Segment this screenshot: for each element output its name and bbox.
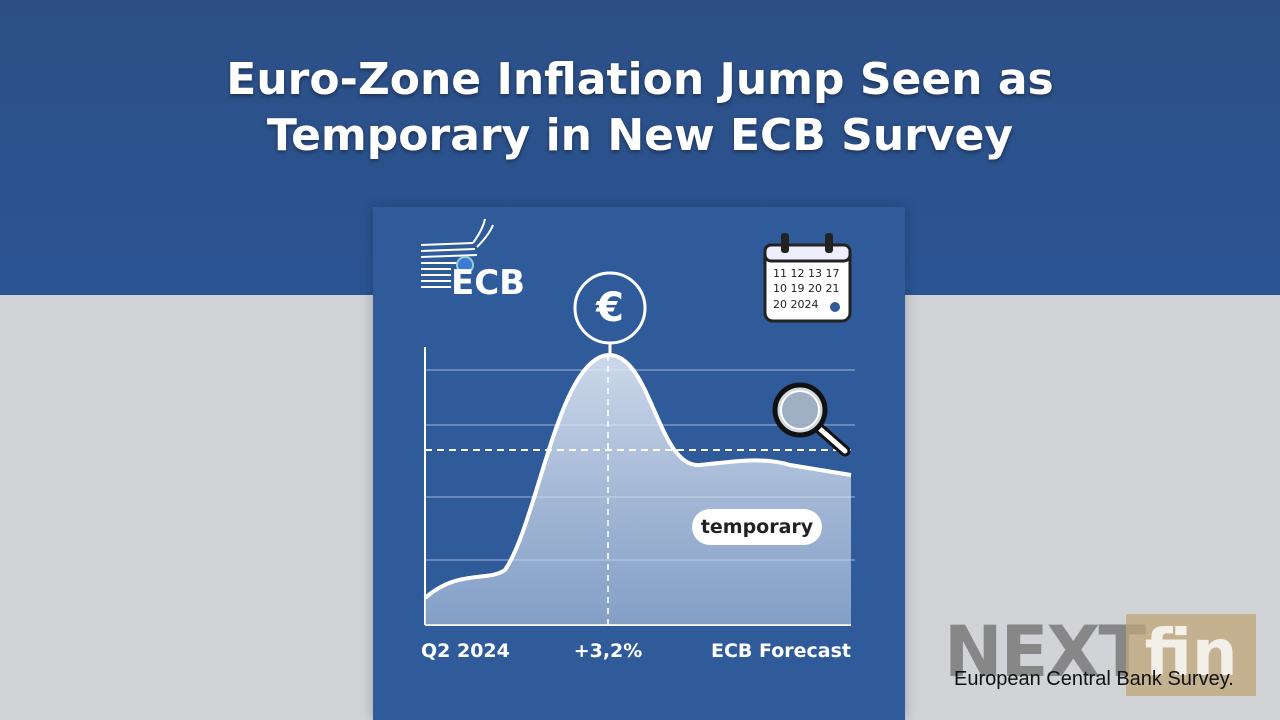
euro-symbol: €	[595, 285, 624, 331]
headline-line: Euro-Zone Inflation Jump Seen as	[226, 54, 1054, 105]
area	[425, 354, 851, 625]
caption: European Central Bank Survey.	[954, 668, 1234, 690]
watermark-left: NEXT	[944, 611, 1146, 693]
euro-badge	[573, 271, 647, 345]
logo-text: ECB	[451, 263, 525, 303]
magnifier-icon	[772, 382, 851, 457]
label: ECB Forecast	[711, 640, 851, 662]
calendar-icon	[763, 233, 852, 323]
curve	[423, 352, 852, 600]
calendar-row: 20 2024	[773, 298, 819, 311]
calendar-row: 10 19 20 21	[773, 282, 839, 295]
pill	[692, 509, 822, 545]
label: +3,2%	[574, 640, 643, 662]
watermark-right: fin	[1126, 614, 1256, 696]
pill-text: temporary	[701, 516, 814, 538]
card: ECB 11 12 13 17 10 19 20 21 20 2024	[373, 207, 905, 720]
label: Q2 2024	[421, 640, 510, 662]
calendar-row: 11 12 13 17	[773, 267, 839, 280]
headline: Euro-Zone Inflation Jump Seen as Tempora…	[0, 52, 1280, 164]
watermark: NEXT fin	[944, 612, 1260, 702]
headline-line: Temporary in New ECB Survey	[266, 110, 1014, 161]
illustration: ECB 11 12 13 17 10 19 20 21 20 2024	[420, 218, 855, 662]
ecb-logo	[420, 218, 494, 288]
